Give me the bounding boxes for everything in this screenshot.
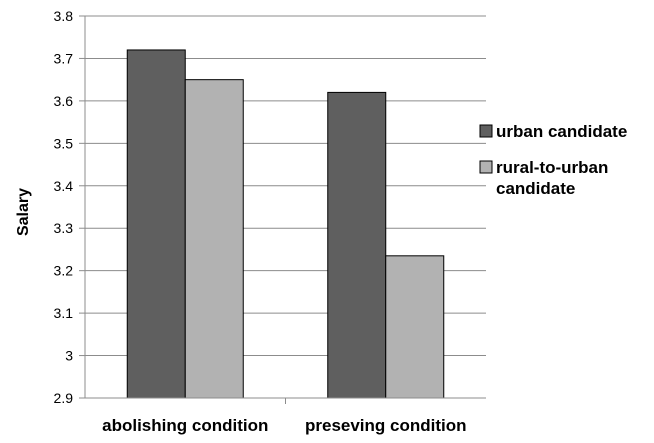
y-tick-label: 3.2 — [54, 263, 74, 279]
legend-swatch — [479, 124, 493, 138]
y-tick-label: 2.9 — [54, 390, 74, 406]
x-category-label: preseving condition — [305, 416, 467, 435]
y-tick-label: 3.4 — [54, 178, 74, 194]
y-tick-label: 3.5 — [54, 135, 74, 151]
legend-label: rural-to-urban candidate — [496, 158, 608, 198]
legend: urban candidate rural-to-urban candidate — [479, 122, 627, 198]
y-axis-title: Salary — [15, 188, 32, 236]
y-tick-label: 3.7 — [54, 50, 74, 66]
bar-urban — [327, 91, 387, 399]
x-category-label: abolishing condition — [102, 416, 268, 435]
axes: 2.9 3 3.1 3.2 3.3 3.4 3.5 3.6 3.7 3.8 abolishing c… — [54, 8, 486, 435]
y-tick-label: 3.8 — [54, 8, 74, 24]
bar-urban — [126, 49, 186, 399]
bar-rural-to-urban — [184, 79, 244, 399]
y-tick-label: 3.3 — [54, 220, 74, 236]
bar-rural-to-urban — [385, 255, 445, 399]
y-tick-label: 3 — [65, 348, 73, 364]
legend-label: urban candidate — [496, 122, 627, 141]
bars — [126, 49, 445, 399]
legend-swatch — [479, 160, 493, 174]
y-tick-label: 3.6 — [54, 93, 74, 109]
y-tick-label: 3.1 — [54, 305, 74, 321]
